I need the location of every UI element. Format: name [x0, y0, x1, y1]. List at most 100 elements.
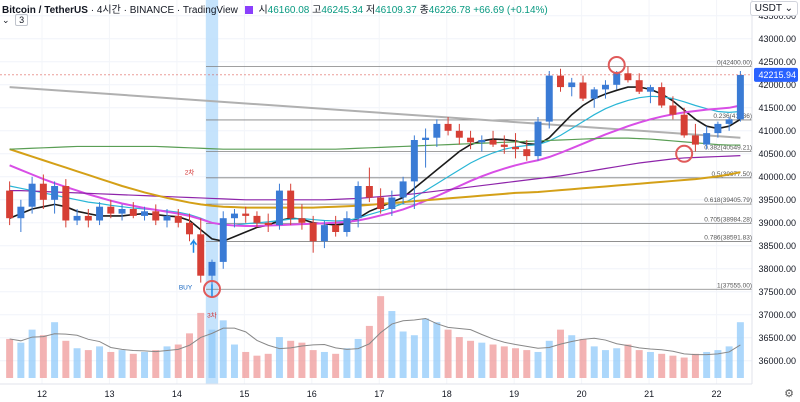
volume-bar [410, 335, 418, 378]
volume-bar [219, 320, 227, 378]
candle-body [332, 225, 340, 232]
candle-body [118, 209, 126, 214]
candle-body [320, 225, 328, 242]
candle-body [455, 130, 463, 138]
candle-body [141, 211, 149, 216]
chevron-down-icon[interactable]: ⌄ [2, 15, 10, 25]
price-tick-label: 39500.00 [758, 195, 796, 205]
volume-bar [455, 337, 463, 378]
volume-bar [377, 296, 385, 378]
volume-bar [478, 342, 486, 378]
volume-bar [320, 351, 328, 378]
time-axis[interactable]: 12 13 14 15 16 17 18 19 20 21 22 [0, 383, 752, 399]
volume-bar [467, 340, 475, 378]
volume-bar [6, 338, 14, 378]
volume-bar [39, 335, 47, 378]
candle-body [51, 186, 59, 200]
candle-body [377, 197, 385, 209]
candle-body [152, 211, 160, 221]
volume-bar [557, 329, 564, 378]
candle-body [500, 144, 508, 147]
volume-bar [545, 340, 553, 378]
volume-bar [500, 346, 508, 378]
volume-bar [512, 348, 520, 378]
candle-body [523, 149, 531, 157]
volume-bar [579, 338, 587, 378]
candle-body [557, 75, 564, 88]
price-tick-label: 43000.00 [758, 34, 796, 44]
time-tick-label: 12 [37, 389, 47, 399]
fib-level-label: 0.786(38591.83) [704, 235, 752, 242]
open-value: 46160.08 [267, 5, 310, 16]
interval-label: 4시간 [96, 5, 121, 16]
volume-bar [309, 350, 317, 378]
candle-body [62, 186, 70, 221]
candle-body [725, 119, 733, 124]
candle-body [714, 123, 722, 134]
volume-bar [691, 353, 699, 378]
moving-average-line [9, 148, 741, 209]
annotation-label: 2차 [185, 168, 195, 177]
candle-body [590, 89, 598, 99]
volume-bar [332, 353, 340, 378]
candle-body [658, 87, 666, 106]
currency-selector[interactable]: USDT ⌄ [749, 1, 798, 16]
volume-bar [275, 337, 283, 378]
candle-body [96, 206, 104, 221]
candle-body [365, 186, 373, 198]
annotations: BUY 2차 3차 [179, 56, 694, 320]
volume-bar [354, 338, 362, 378]
candle-body [197, 234, 205, 276]
high-value: 46245.34 [321, 5, 364, 16]
highlight-circle [202, 280, 221, 299]
fibonacci-retracement[interactable]: 0(42400.00) 0.236(41236) 0.382(40549.21) 0.… [206, 59, 752, 290]
volume-bar [253, 355, 261, 378]
last-price-tag [754, 67, 798, 82]
candle-body [635, 80, 643, 92]
moving-averages [9, 86, 741, 243]
candle-body [174, 215, 182, 223]
volume-bar [736, 322, 744, 378]
candle-body [489, 140, 497, 145]
low-label: 저 [365, 5, 376, 16]
indicator-toggle[interactable]: ⌄ 3 [2, 14, 29, 26]
price-tick-label: 41000.00 [758, 126, 796, 136]
candle-body [264, 222, 272, 226]
candle-body [512, 146, 520, 150]
candle-body [410, 140, 418, 182]
volume-bar [703, 351, 711, 378]
candle-body [601, 84, 609, 90]
candle-body [646, 87, 654, 92]
symbol-legend[interactable]: Bitcoin / TetherUS · 4시간 · BINANCE · Tra… [2, 5, 548, 16]
candle-body [433, 123, 441, 138]
candle-body [669, 105, 677, 115]
price-tick-label: 38500.00 [758, 241, 796, 251]
volume-bar [422, 318, 430, 378]
volume-bar [388, 311, 396, 378]
candle-body [28, 183, 36, 207]
candle-body [309, 222, 317, 242]
price-tick-label: 41500.00 [758, 103, 796, 113]
volume-bar [534, 351, 542, 378]
volume-bar [107, 351, 115, 378]
volume-bar [287, 340, 295, 378]
gear-icon[interactable]: ⚙ [784, 388, 794, 400]
volume-bar [680, 357, 688, 378]
candles [6, 66, 744, 288]
candle-body [219, 218, 227, 262]
last-price-value: 42215.94 [758, 70, 796, 80]
volume-bar [264, 353, 272, 378]
volume-bar [298, 342, 306, 378]
volume-bar [601, 350, 609, 378]
price-tick-label: 38000.00 [758, 264, 796, 274]
price-tick-label: 40500.00 [758, 149, 796, 159]
trendline[interactable] [9, 86, 741, 139]
market-status-icon [244, 6, 253, 15]
volume-bar [28, 329, 36, 378]
time-tick-label: 21 [644, 389, 654, 399]
candle-body [163, 215, 171, 221]
candle-body [17, 206, 25, 219]
